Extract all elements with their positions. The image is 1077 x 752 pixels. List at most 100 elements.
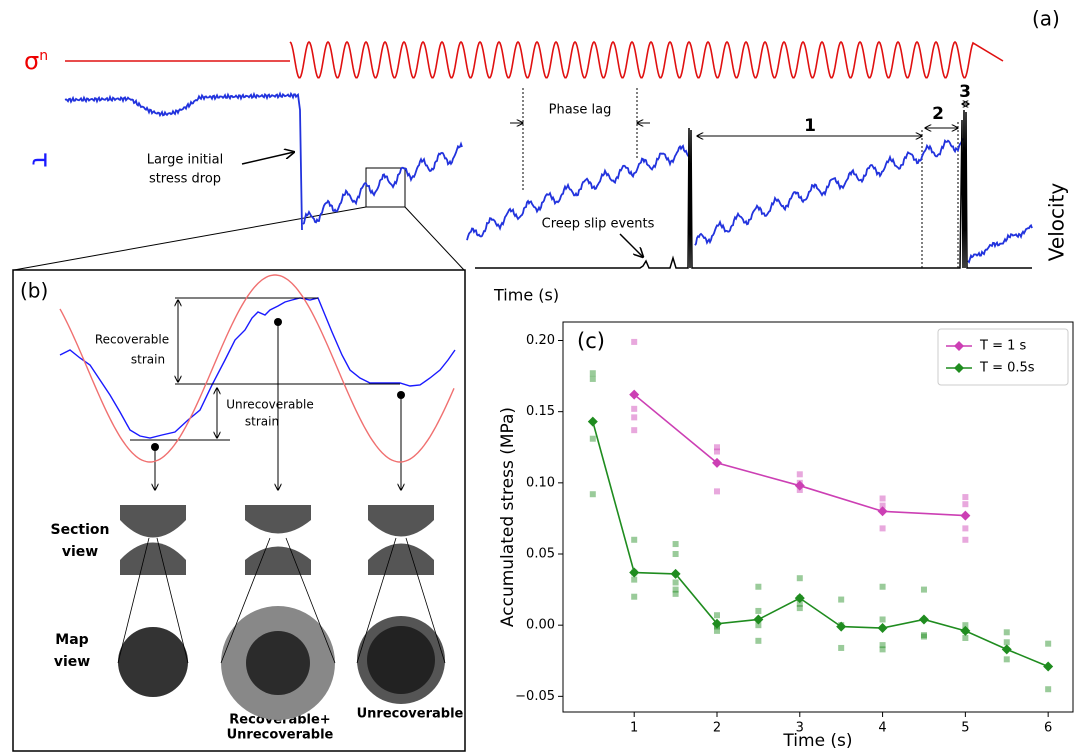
x-tick-label: 4 <box>878 721 886 736</box>
mean-marker <box>836 622 846 632</box>
legend-label: T = 0.5s <box>979 361 1035 376</box>
trial-point <box>673 591 679 597</box>
trial-point <box>590 436 596 442</box>
section-top <box>245 505 311 534</box>
mean-marker <box>629 568 639 578</box>
mean-marker <box>588 417 598 427</box>
trial-point <box>921 587 927 593</box>
trial-point <box>631 577 637 583</box>
trial-point <box>962 494 968 500</box>
trial-point <box>631 537 637 543</box>
trial-point <box>797 575 803 581</box>
row-label: view <box>62 544 98 560</box>
map-views <box>118 606 445 720</box>
trial-point <box>631 414 637 420</box>
annotation: strain <box>245 415 279 429</box>
shear-stress-segment <box>303 144 462 224</box>
trial-point <box>590 376 596 382</box>
y-tick-label: −0.05 <box>515 689 555 704</box>
interval-label: 3 <box>959 82 971 102</box>
mean-marker <box>919 614 929 624</box>
trial-point <box>880 525 886 531</box>
shear-stress-segment <box>695 138 963 245</box>
x-tick-label: 5 <box>961 721 969 736</box>
load-curve <box>60 275 454 462</box>
trial-point <box>631 339 637 345</box>
trial-point <box>962 635 968 641</box>
annotation: strain <box>131 353 165 367</box>
trial-point <box>590 370 596 376</box>
shear-stress-segment <box>968 225 1032 262</box>
trial-point <box>797 605 803 611</box>
trial-point <box>797 471 803 477</box>
row-label: Map <box>55 632 88 648</box>
x-tick-label: 1 <box>630 721 638 736</box>
trial-point <box>590 491 596 497</box>
trial-point <box>714 628 720 634</box>
trial-point <box>880 495 886 501</box>
x-tick-label: 6 <box>1044 721 1052 736</box>
panel-label: (c) <box>577 329 605 353</box>
annotation: Unrecoverable <box>226 398 314 412</box>
mean-marker <box>878 506 888 516</box>
arrow <box>620 234 643 257</box>
velocity-label: Velocity <box>1045 183 1069 262</box>
sigma-label: σn <box>24 47 48 75</box>
mean-marker <box>960 626 970 636</box>
annotation: Creep slip events <box>542 217 655 232</box>
trial-point <box>838 645 844 651</box>
section-bottom <box>245 547 311 576</box>
normal-stress-curve <box>65 42 1003 78</box>
mean-marker <box>960 511 970 521</box>
mean-marker <box>1002 644 1012 654</box>
mean-line <box>634 395 965 516</box>
section-top <box>120 505 186 538</box>
trial-point <box>673 551 679 557</box>
mean-marker <box>1043 661 1053 671</box>
row-label: view <box>54 654 90 670</box>
legend-label: T = 1 s <box>979 339 1027 354</box>
y-tick-label: 0.00 <box>526 618 555 633</box>
annotation: Large initial <box>147 153 223 168</box>
x-tick-label: 2 <box>713 721 721 736</box>
trial-point <box>631 427 637 433</box>
sigma: σ <box>24 47 39 75</box>
strain-brackets <box>130 298 401 490</box>
trial-point <box>755 608 761 614</box>
sigma-subscript: n <box>39 48 48 64</box>
row-label: Section <box>51 522 110 538</box>
section-bottom <box>120 543 186 576</box>
trial-point <box>838 597 844 603</box>
annotation: Phase lag <box>549 103 612 118</box>
trial-point <box>673 541 679 547</box>
legend-frame <box>938 329 1068 385</box>
trial-point <box>714 449 720 455</box>
mean-marker <box>753 614 763 624</box>
mean-line <box>593 422 1048 667</box>
y-tick-label: 0.15 <box>526 404 555 419</box>
figure: (a) σn τ Velocity Time (s) Large initial… <box>0 0 1077 752</box>
trial-point <box>962 501 968 507</box>
trial-point <box>755 584 761 590</box>
annotation: Recoverable <box>95 333 169 347</box>
trial-point <box>1004 639 1010 645</box>
trial-point <box>631 594 637 600</box>
trial-point <box>1045 686 1051 692</box>
arrow <box>242 152 294 164</box>
trial-point <box>880 616 886 622</box>
trial-point <box>880 584 886 590</box>
tau-label: τ <box>26 152 56 168</box>
trial-point <box>1004 629 1010 635</box>
trial-point <box>921 634 927 640</box>
trial-point <box>1004 656 1010 662</box>
mean-marker <box>795 593 805 603</box>
trial-point <box>1045 641 1051 647</box>
interval-label: 1 <box>804 116 816 136</box>
panel-label: (b) <box>20 279 48 303</box>
y-tick-label: 0.10 <box>526 475 555 490</box>
time-label: Time (s) <box>493 286 559 305</box>
trial-point <box>631 406 637 412</box>
y-axis-label: Accumulated stress (MPa) <box>498 407 518 627</box>
trial-point <box>962 525 968 531</box>
mean-marker <box>878 623 888 633</box>
